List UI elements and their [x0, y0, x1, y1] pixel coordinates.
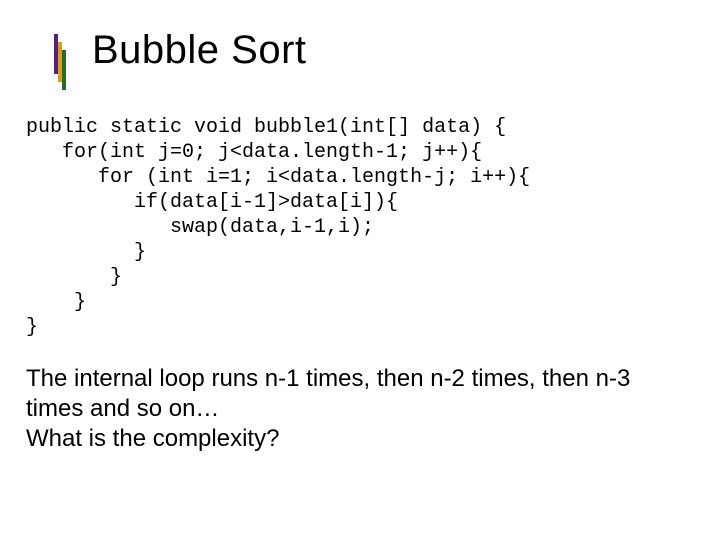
body-paragraph-1: The internal loop runs n-1 times, then n… [26, 364, 692, 424]
code-line: public static void bubble1(int[] data) { [26, 116, 506, 139]
title-accent [54, 34, 62, 86]
title-block: Bubble Sort [0, 0, 720, 91]
body-paragraph-2: What is the complexity? [26, 424, 692, 454]
code-line: } [26, 241, 146, 264]
code-line: } [26, 266, 122, 289]
code-line: for (int i=1; i<data.length-j; i++){ [26, 166, 530, 189]
slide: Bubble Sort public static void bubble1(i… [0, 0, 720, 540]
code-line: } [26, 291, 86, 314]
body-text: The internal loop runs n-1 times, then n… [0, 340, 720, 454]
code-line: swap(data,i-1,i); [26, 216, 374, 239]
slide-title: Bubble Sort [92, 28, 720, 73]
code-line: if(data[i-1]>data[i]){ [26, 191, 398, 214]
accent-bar-3 [62, 50, 66, 90]
code-block: public static void bubble1(int[] data) {… [0, 91, 720, 340]
code-line: for(int j=0; j<data.length-1; j++){ [26, 141, 482, 164]
code-line: } [26, 316, 38, 339]
